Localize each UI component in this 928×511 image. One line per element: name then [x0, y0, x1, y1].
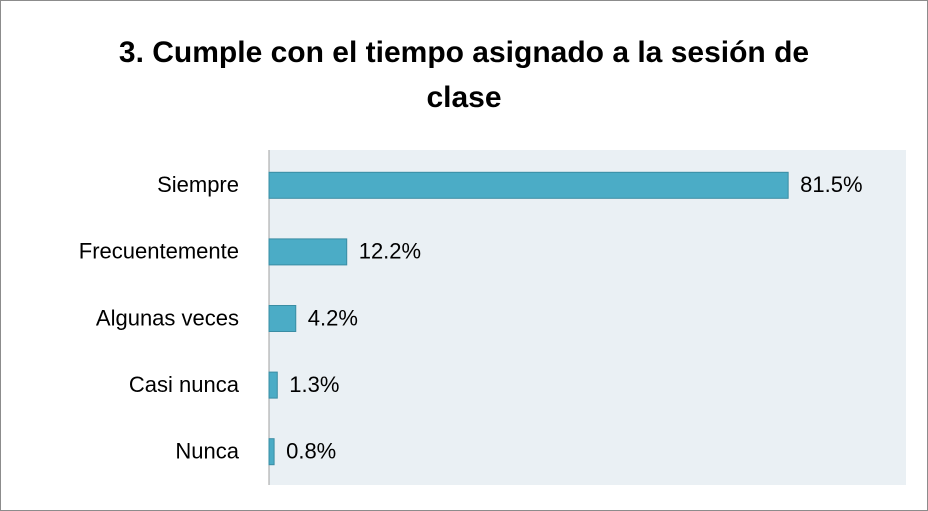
data-label: 4.2% [308, 305, 358, 330]
chart-title: 3. Cumple con el tiempo asignado a la se… [118, 36, 810, 114]
bar [268, 171, 789, 199]
bar [268, 371, 278, 399]
data-label: 81.5% [800, 172, 862, 197]
data-label: 12.2% [359, 239, 421, 264]
bar [268, 438, 275, 466]
data-label: 1.3% [289, 372, 339, 397]
bar [268, 305, 297, 332]
plot-area [269, 150, 906, 485]
bar [268, 238, 348, 266]
y-tick-label: Siempre [157, 172, 239, 197]
y-tick-label: Algunas veces [96, 305, 239, 330]
y-tick-label: Casi nunca [129, 372, 240, 397]
y-tick-label: Nunca [175, 439, 239, 464]
data-label: 0.8% [286, 439, 336, 464]
y-tick-label: Frecuentemente [79, 239, 239, 264]
